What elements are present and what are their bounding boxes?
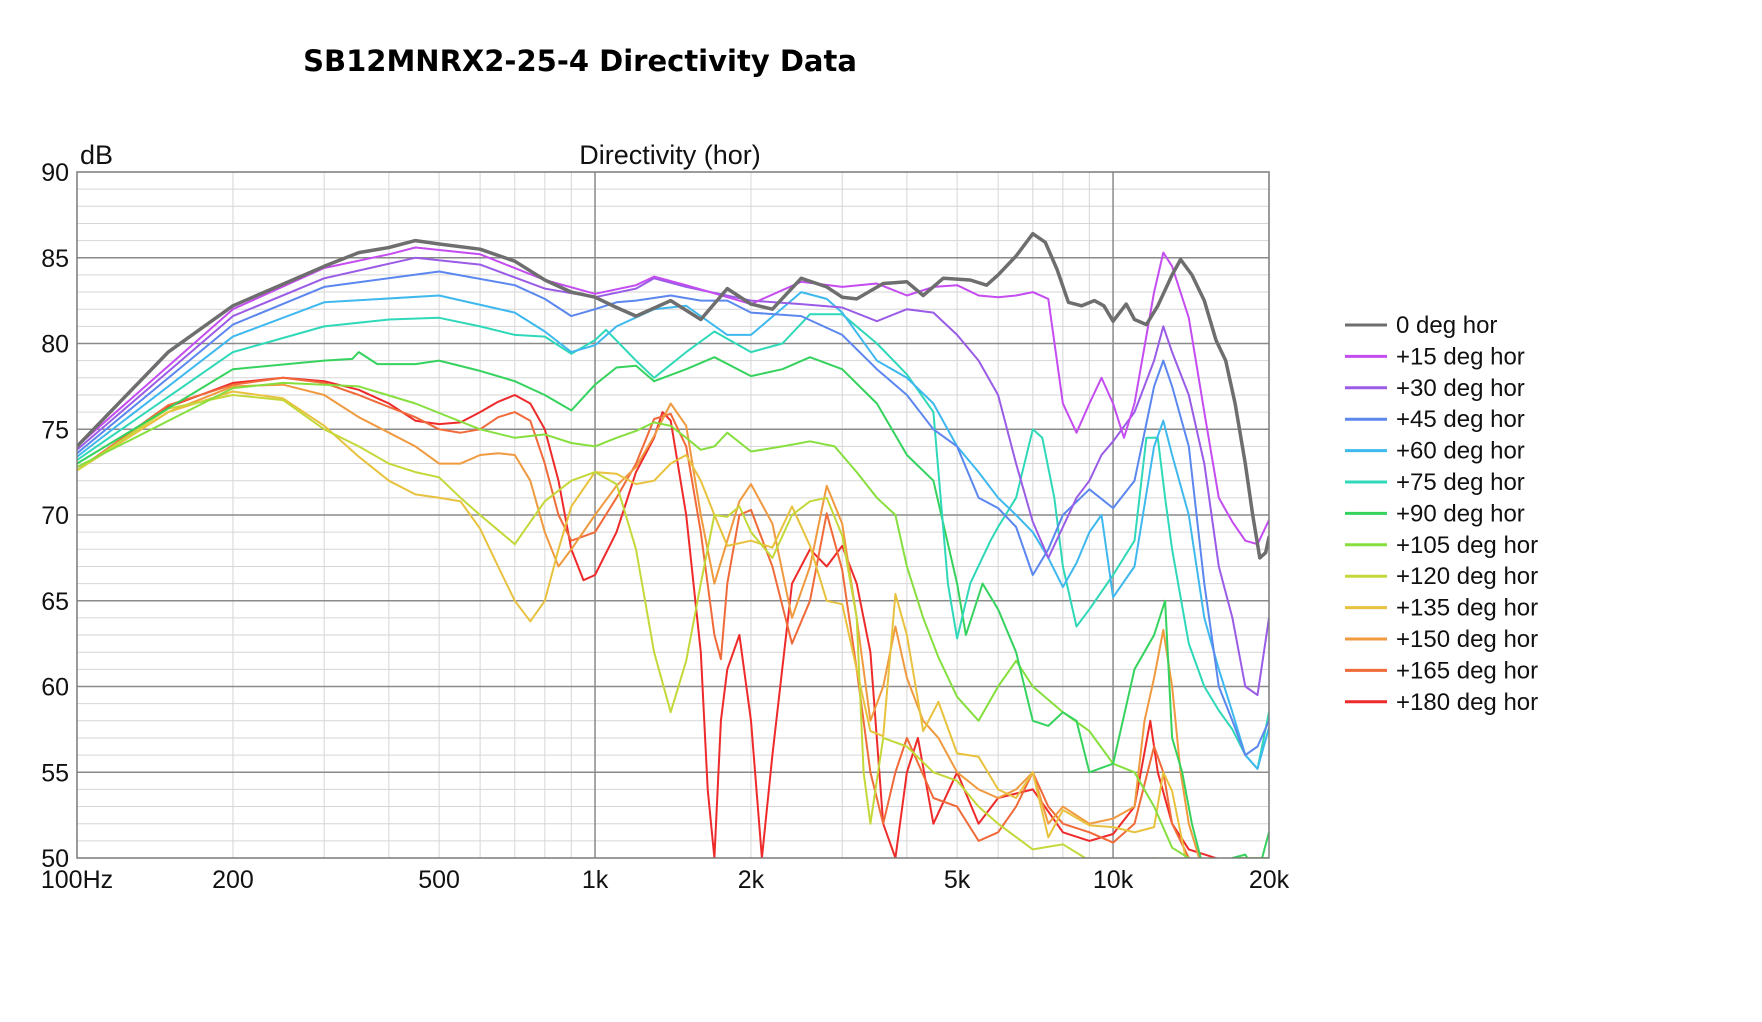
series-line [77, 376, 1194, 858]
series-line [77, 270, 1269, 757]
legend-label: +105 deg hor [1396, 532, 1538, 559]
y-tick-label: 65 [41, 588, 69, 616]
legend-label: +60 deg hor [1396, 438, 1525, 465]
series-line [77, 231, 1269, 560]
x-tick-label: 2k [738, 866, 765, 894]
y-tick-label: 75 [41, 416, 69, 444]
y-tick-label: 90 [41, 159, 69, 187]
legend-item: 0 deg hor [1345, 312, 1497, 339]
series-line [77, 291, 1269, 770]
legend-item: +30 deg hor [1345, 375, 1525, 402]
legend-item: +150 deg hor [1345, 626, 1538, 653]
x-tick-label: 5k [944, 866, 971, 894]
series-line [77, 376, 1219, 858]
series-line [77, 394, 1159, 858]
legend-item: +135 deg hor [1345, 595, 1538, 622]
legend-item: +120 deg hor [1345, 563, 1538, 590]
series-line [77, 313, 1269, 770]
legend-label: +30 deg hor [1396, 375, 1525, 402]
x-tick-label: 500 [418, 866, 460, 894]
legend-item: +180 deg hor [1345, 689, 1538, 716]
x-tick-label: 10k [1093, 866, 1134, 894]
legend-label: +135 deg hor [1396, 595, 1538, 622]
legend-item: +45 deg hor [1345, 406, 1525, 433]
legend-item: +75 deg hor [1345, 469, 1525, 496]
plot-border [76, 171, 1270, 859]
x-tick-label: 1k [582, 866, 609, 894]
legend-label: +45 deg hor [1396, 406, 1525, 433]
series-line [77, 351, 1269, 858]
y-tick-label: 85 [41, 245, 69, 273]
legend-label: 0 deg hor [1396, 312, 1497, 339]
legend-label: +150 deg hor [1396, 626, 1538, 653]
y-axis-label: dB [80, 140, 113, 170]
series-line [77, 256, 1269, 697]
legend-item: +165 deg hor [1345, 657, 1538, 684]
y-tick-label: 50 [41, 845, 69, 873]
legend-item: +15 deg hor [1345, 343, 1525, 370]
legend-label: +90 deg hor [1396, 500, 1525, 527]
x-tick-label: 100Hz [41, 866, 113, 894]
legend-item: +105 deg hor [1345, 532, 1538, 559]
y-tick-label: 55 [41, 759, 69, 787]
x-tick-label: 200 [212, 866, 254, 894]
chart-title: SB12MNRX2-25-4 Directivity Data [303, 44, 857, 78]
y-tick-label: 70 [41, 502, 69, 530]
legend-label: +165 deg hor [1396, 657, 1538, 684]
legend-label: +120 deg hor [1396, 563, 1538, 590]
y-tick-label: 60 [41, 674, 69, 702]
series-line [77, 246, 1269, 546]
series-line [77, 381, 1269, 858]
y-tick-label: 80 [41, 331, 69, 359]
legend-item: +90 deg hor [1345, 500, 1525, 527]
series-line [77, 383, 1201, 858]
legend-label: +75 deg hor [1396, 469, 1525, 496]
legend-label: +15 deg hor [1396, 343, 1525, 370]
legend-item: +60 deg hor [1345, 438, 1525, 465]
legend-label: +180 deg hor [1396, 689, 1538, 716]
plot-title: Directivity (hor) [579, 140, 761, 170]
x-tick-label: 20k [1249, 866, 1290, 894]
